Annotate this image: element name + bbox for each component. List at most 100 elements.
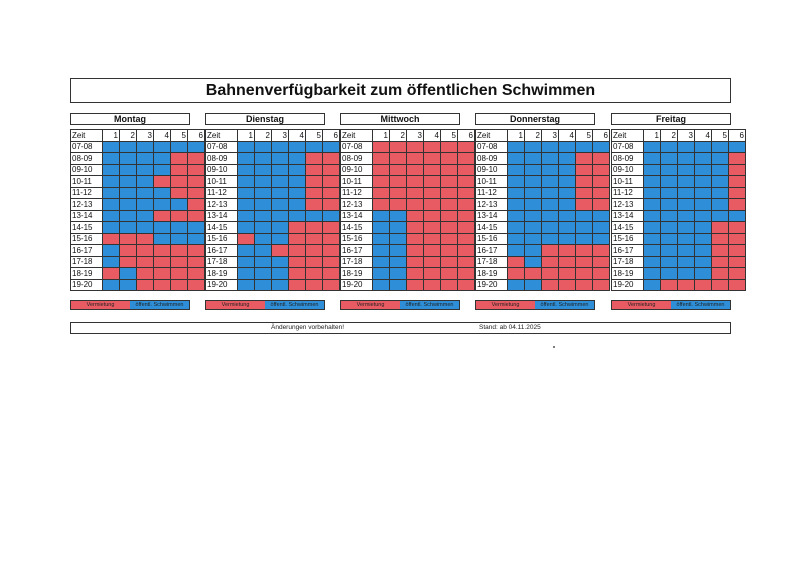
rental-cell	[406, 209, 424, 222]
table-row: 19-20	[205, 278, 340, 291]
lane-number: 2	[119, 129, 137, 142]
rental-cell	[305, 186, 323, 199]
time-slot: 11-12	[70, 186, 103, 199]
public-swim-cell	[271, 175, 289, 188]
public-swim-cell	[372, 255, 390, 268]
rental-cell	[728, 186, 746, 199]
public-swim-cell	[694, 175, 712, 188]
public-swim-cell	[694, 209, 712, 222]
public-swim-cell	[136, 186, 154, 199]
rental-cell	[170, 209, 188, 222]
rental-cell	[119, 232, 137, 245]
rental-cell	[728, 232, 746, 245]
rental-cell	[153, 244, 171, 257]
time-slot: 12-13	[475, 198, 508, 211]
rental-cell	[507, 267, 525, 280]
rental-cell	[457, 152, 475, 165]
rental-cell	[406, 278, 424, 291]
rental-cell	[457, 140, 475, 153]
table-row: 13-14	[611, 209, 746, 222]
public-swim-cell	[271, 232, 289, 245]
rental-cell	[457, 267, 475, 280]
rental-cell	[288, 267, 306, 280]
time-slot: 13-14	[70, 209, 103, 222]
rental-cell	[457, 209, 475, 222]
rental-cell	[457, 186, 475, 199]
rental-cell	[694, 278, 712, 291]
table-row: 10-11	[611, 175, 746, 188]
rental-cell	[728, 175, 746, 188]
time-slot: 19-20	[611, 278, 644, 291]
zeit-header: Zeit	[475, 129, 508, 142]
public-swim-cell	[643, 267, 661, 280]
table-row: 13-14	[340, 209, 475, 222]
rental-cell	[558, 244, 576, 257]
rental-cell	[119, 244, 137, 257]
public-swim-cell	[187, 232, 205, 245]
lane-number: 6	[322, 129, 340, 142]
rental-cell	[728, 278, 746, 291]
lane-number: 5	[170, 129, 188, 142]
table-row: 08-09	[475, 152, 610, 165]
public-swim-cell	[541, 140, 559, 153]
public-swim-cell	[288, 186, 306, 199]
public-swim-cell	[711, 152, 729, 165]
table-row: 09-10	[70, 163, 205, 176]
public-swim-cell	[372, 267, 390, 280]
table-row: 15-16	[475, 232, 610, 245]
public-swim-cell	[288, 140, 306, 153]
table-row: 16-17	[70, 244, 205, 257]
public-swim-cell	[575, 232, 593, 245]
public-swim-cell	[507, 244, 525, 257]
public-swim-cell	[643, 278, 661, 291]
public-swim-cell	[237, 255, 255, 268]
rental-cell	[288, 221, 306, 234]
rental-cell	[136, 255, 154, 268]
rental-cell	[423, 175, 441, 188]
public-swim-cell	[254, 232, 272, 245]
public-swim-cell	[288, 209, 306, 222]
public-swim-cell	[389, 244, 407, 257]
rental-cell	[423, 186, 441, 199]
public-swim-cell	[677, 209, 695, 222]
public-swim-cell	[541, 232, 559, 245]
public-swim-cell	[541, 186, 559, 199]
rental-cell	[558, 278, 576, 291]
public-swim-cell	[592, 209, 610, 222]
rental-cell	[457, 163, 475, 176]
time-slot: 18-19	[70, 267, 103, 280]
time-slot: 12-13	[611, 198, 644, 211]
rental-cell	[575, 278, 593, 291]
rental-cell	[136, 278, 154, 291]
public-swim-cell	[102, 163, 120, 176]
public-swim-cell	[711, 209, 729, 222]
rental-cell	[170, 255, 188, 268]
lane-number: 1	[372, 129, 390, 142]
day-name: Dienstag	[205, 113, 325, 125]
lane-number: 1	[237, 129, 255, 142]
rental-cell	[423, 198, 441, 211]
rental-cell	[288, 244, 306, 257]
table-row: 11-12	[475, 186, 610, 199]
rental-cell	[711, 278, 729, 291]
rental-cell	[575, 255, 593, 268]
public-swim-cell	[660, 244, 678, 257]
public-swim-cell	[237, 175, 255, 188]
public-swim-cell	[119, 278, 137, 291]
public-swim-cell	[660, 140, 678, 153]
public-swim-cell	[254, 267, 272, 280]
public-swim-cell	[660, 255, 678, 268]
public-swim-cell	[237, 140, 255, 153]
public-swim-cell	[558, 209, 576, 222]
rental-cell	[322, 278, 340, 291]
rental-cell	[406, 140, 424, 153]
rental-cell	[406, 267, 424, 280]
rental-cell	[728, 163, 746, 176]
time-slot: 19-20	[70, 278, 103, 291]
rental-cell	[187, 186, 205, 199]
lane-number: 1	[102, 129, 120, 142]
table-row: 14-15	[475, 221, 610, 234]
public-swim-cell	[271, 267, 289, 280]
public-swim-cell	[694, 267, 712, 280]
table-row: 18-19	[70, 267, 205, 280]
